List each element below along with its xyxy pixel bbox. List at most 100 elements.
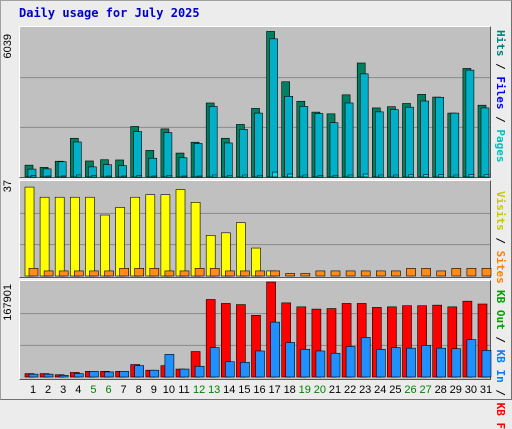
files-bar [344,102,354,178]
kb-in-bar [74,373,84,378]
sites-bar [406,268,416,277]
day-label: 26 [404,384,416,396]
pages-bar [106,175,112,178]
day-label: 5 [90,384,96,396]
kb-in-bar [179,368,190,378]
sites-bar [436,270,447,277]
day-label: 8 [136,384,142,396]
day-label: 25 [389,384,401,396]
legend-hits-files-pages: Hits / Files / Pages [494,30,507,163]
sites-bar [270,270,280,277]
sites-bar [330,270,341,277]
kb-in-bar [134,365,144,378]
pages-bar [317,175,324,178]
pages-bar [453,174,460,178]
legend-entry: Files [494,76,507,110]
kb-in-bar [164,354,175,378]
day-label: 16 [253,384,265,396]
day-label: 18 [284,384,296,396]
chart-title: Daily usage for July 2025 [19,6,200,20]
legend-entry: KB In [494,349,507,383]
day-label: 21 [329,384,341,396]
legend-entry: Visits [494,191,507,231]
files-bar [57,161,67,178]
day-label: 2 [45,384,51,396]
pages-bar [121,175,127,178]
kb-in-bar [330,352,341,378]
visits-bar [160,194,171,277]
files-bar [224,142,233,178]
sites-bar [481,268,492,277]
sites-bar [194,268,205,277]
kb-in-bar [451,348,462,378]
files-bar [118,165,127,178]
files-bar [73,141,82,178]
pages-bar [468,173,475,178]
files-bar [314,113,324,178]
kb-in-bar [421,345,431,378]
sites-bar [345,270,356,277]
day-label: 28 [435,384,447,396]
pages-bar [362,173,369,178]
pages-bar [393,174,399,178]
pages-bar [211,174,218,178]
pages-bar [302,174,309,178]
day-label: 20 [314,384,326,396]
day-label: 22 [344,384,356,396]
files-bar [465,69,475,178]
files-bar [163,132,173,178]
files-bar [420,100,429,178]
kb-in-bar [481,350,492,378]
sites-bar [58,270,69,277]
kb-in-bar [285,342,296,378]
sites-bar [466,268,477,277]
sites-bar [119,268,129,277]
files-bar [254,112,263,178]
sites-bar [104,270,114,277]
pages-bar [181,175,188,178]
kb-in-bar [194,365,205,378]
legend-entry: KB F [494,402,507,429]
sites-bar [164,270,175,277]
kb-in-bar [225,361,235,378]
day-label: 6 [105,384,111,396]
visits-bar [130,196,140,277]
sites-bar [285,273,296,277]
visits-bar [145,194,156,277]
day-label: 30 [465,384,477,396]
legend-separator: / [494,109,507,130]
visits-bar [236,222,246,277]
sites-bar [134,268,144,277]
day-label: 27 [419,384,431,396]
sites-bar [43,270,54,277]
legend-entry: Sites [494,250,507,284]
files-bar [405,106,414,178]
day-label: 13 [208,384,220,396]
files-bar [193,143,203,178]
sites-bar [149,268,160,277]
pages-bar [423,174,429,178]
sites-bar [315,270,326,277]
day-label: 17 [268,384,280,396]
kb-in-bar [104,371,114,378]
kb-in-bar [406,347,416,378]
day-label: 4 [75,384,81,396]
kb-in-bar [240,361,250,378]
daily-usage-chart: 1 2 3 4 5 6 7 8 9 10 11 12 13 14 15 16 17 18 19 20 21 22 23 24 2… [20,31,492,396]
day-label: 11 [178,384,189,396]
sites-bar [225,270,235,277]
kb-in-bar [300,348,311,378]
pages-bar [196,175,203,178]
pages-bar [76,174,82,178]
kb-in-bar [436,347,447,378]
legend-entry: KB Out [494,290,507,330]
kb-in-bar [89,371,99,378]
day-label: 10 [163,384,175,396]
pages-bar [30,175,37,178]
legend-separator: / [494,230,507,251]
pages-bar [166,175,173,178]
pages-bar [347,174,354,178]
legend-separator: / [494,329,507,350]
visits-bar [70,196,80,277]
sites-bar [209,268,220,277]
